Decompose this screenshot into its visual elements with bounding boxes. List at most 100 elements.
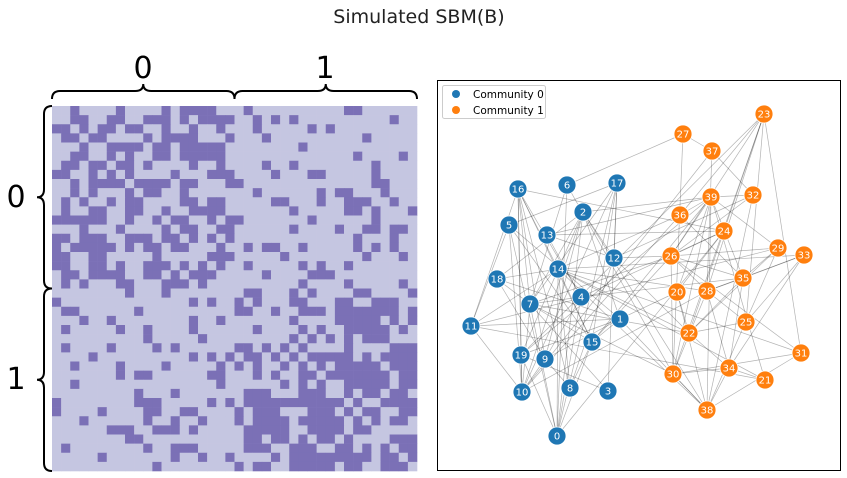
heatmap-cell <box>353 398 363 408</box>
heatmap-cell <box>353 352 363 362</box>
heatmap-cell <box>380 388 390 399</box>
network-edge <box>529 255 672 305</box>
heatmap-cell <box>252 179 263 189</box>
heatmap-cell <box>234 425 244 435</box>
heatmap-cell <box>179 434 190 444</box>
heatmap-cell <box>252 151 263 162</box>
heatmap-cell <box>88 452 98 463</box>
heatmap-cell <box>143 133 153 143</box>
legend: Community 0 Community 1 <box>442 85 546 119</box>
heatmap-cell <box>134 169 144 180</box>
network-edge <box>745 113 765 323</box>
heatmap-cell <box>88 252 98 262</box>
heatmap-cell <box>115 106 126 116</box>
heatmap-cell <box>380 124 390 134</box>
heatmap-cell <box>353 443 363 454</box>
heatmap-cell <box>70 197 80 207</box>
heatmap-cell <box>225 343 235 353</box>
heatmap-cell <box>52 151 62 162</box>
heatmap-cell <box>234 379 244 390</box>
heatmap-cell <box>289 361 299 371</box>
network-edge <box>529 182 618 305</box>
heatmap-cell <box>389 388 400 399</box>
heatmap-cell <box>389 343 400 353</box>
heatmap-cell <box>380 306 390 317</box>
heatmap-cell <box>371 325 381 335</box>
heatmap-cell <box>61 124 71 134</box>
heatmap-cell <box>316 224 327 235</box>
heatmap-cell <box>198 197 208 207</box>
heatmap-cell <box>225 370 235 381</box>
heatmap-cell <box>170 115 181 125</box>
heatmap-cell <box>252 142 263 152</box>
top-brace-1 <box>233 83 418 100</box>
heatmap-cell <box>216 206 226 216</box>
network-edge <box>496 278 546 360</box>
heatmap-cell <box>70 142 80 152</box>
network-node: 32 <box>743 185 763 205</box>
heatmap-cell <box>389 142 400 152</box>
heatmap-cell <box>407 233 418 244</box>
heatmap-cell <box>398 425 409 435</box>
heatmap-cell <box>280 443 290 454</box>
heatmap-cell <box>152 233 162 244</box>
heatmap-cell <box>198 188 208 198</box>
heatmap-cell <box>298 398 308 408</box>
heatmap-cell <box>325 124 336 134</box>
heatmap-cell <box>271 398 281 408</box>
heatmap-cell <box>125 288 135 298</box>
heatmap-cell <box>152 179 162 189</box>
network-node-marker <box>670 205 690 225</box>
heatmap-cell <box>161 279 171 289</box>
left-brace-1 <box>36 287 53 472</box>
heatmap-cell <box>198 288 208 298</box>
heatmap-cell <box>88 315 98 326</box>
heatmap-cell <box>252 115 263 125</box>
heatmap-cell <box>371 179 381 189</box>
heatmap-cell <box>88 142 98 152</box>
heatmap-cell <box>389 315 400 326</box>
heatmap-cell <box>70 416 80 426</box>
heatmap-cell <box>252 297 263 308</box>
heatmap-cell <box>289 352 299 362</box>
network-edge <box>508 224 593 343</box>
network-node: 5 <box>499 215 519 235</box>
heatmap-cell <box>389 151 400 162</box>
heatmap-cell <box>298 106 308 116</box>
heatmap-cell <box>243 352 254 362</box>
heatmap-cell <box>398 133 409 143</box>
heatmap-cell <box>188 461 199 472</box>
heatmap-cell <box>134 270 144 280</box>
heatmap-cell <box>198 169 208 180</box>
heatmap-cell <box>289 398 299 408</box>
heatmap-cell <box>179 443 190 454</box>
heatmap-cell <box>170 452 181 463</box>
heatmap-cell <box>134 151 144 162</box>
heatmap-cell <box>380 215 390 225</box>
network-edge <box>670 255 744 279</box>
network-edge <box>470 318 621 327</box>
network-node-label: 5 <box>506 221 512 232</box>
heatmap-cell <box>106 452 117 463</box>
heatmap-cell <box>280 361 290 371</box>
network-edge <box>607 182 618 392</box>
heatmap-cell <box>152 188 162 198</box>
heatmap-cell <box>362 160 372 171</box>
heatmap-cell <box>344 343 354 353</box>
heatmap-cell <box>380 443 390 454</box>
heatmap-cell <box>252 124 263 134</box>
heatmap-cell <box>152 288 162 298</box>
heatmap-cell <box>353 261 363 271</box>
heatmap-cell <box>106 334 117 344</box>
heatmap-cell <box>115 434 126 444</box>
heatmap-cell <box>97 343 108 353</box>
heatmap-cell <box>234 434 244 444</box>
heatmap-cell <box>170 306 181 317</box>
heatmap-cell <box>134 343 144 353</box>
heatmap-cell <box>298 461 308 472</box>
network-node-marker <box>537 225 557 245</box>
heatmap-cell <box>70 270 80 280</box>
heatmap-cell <box>179 279 190 289</box>
heatmap-cell <box>407 261 418 271</box>
heatmap-cell <box>344 306 354 317</box>
